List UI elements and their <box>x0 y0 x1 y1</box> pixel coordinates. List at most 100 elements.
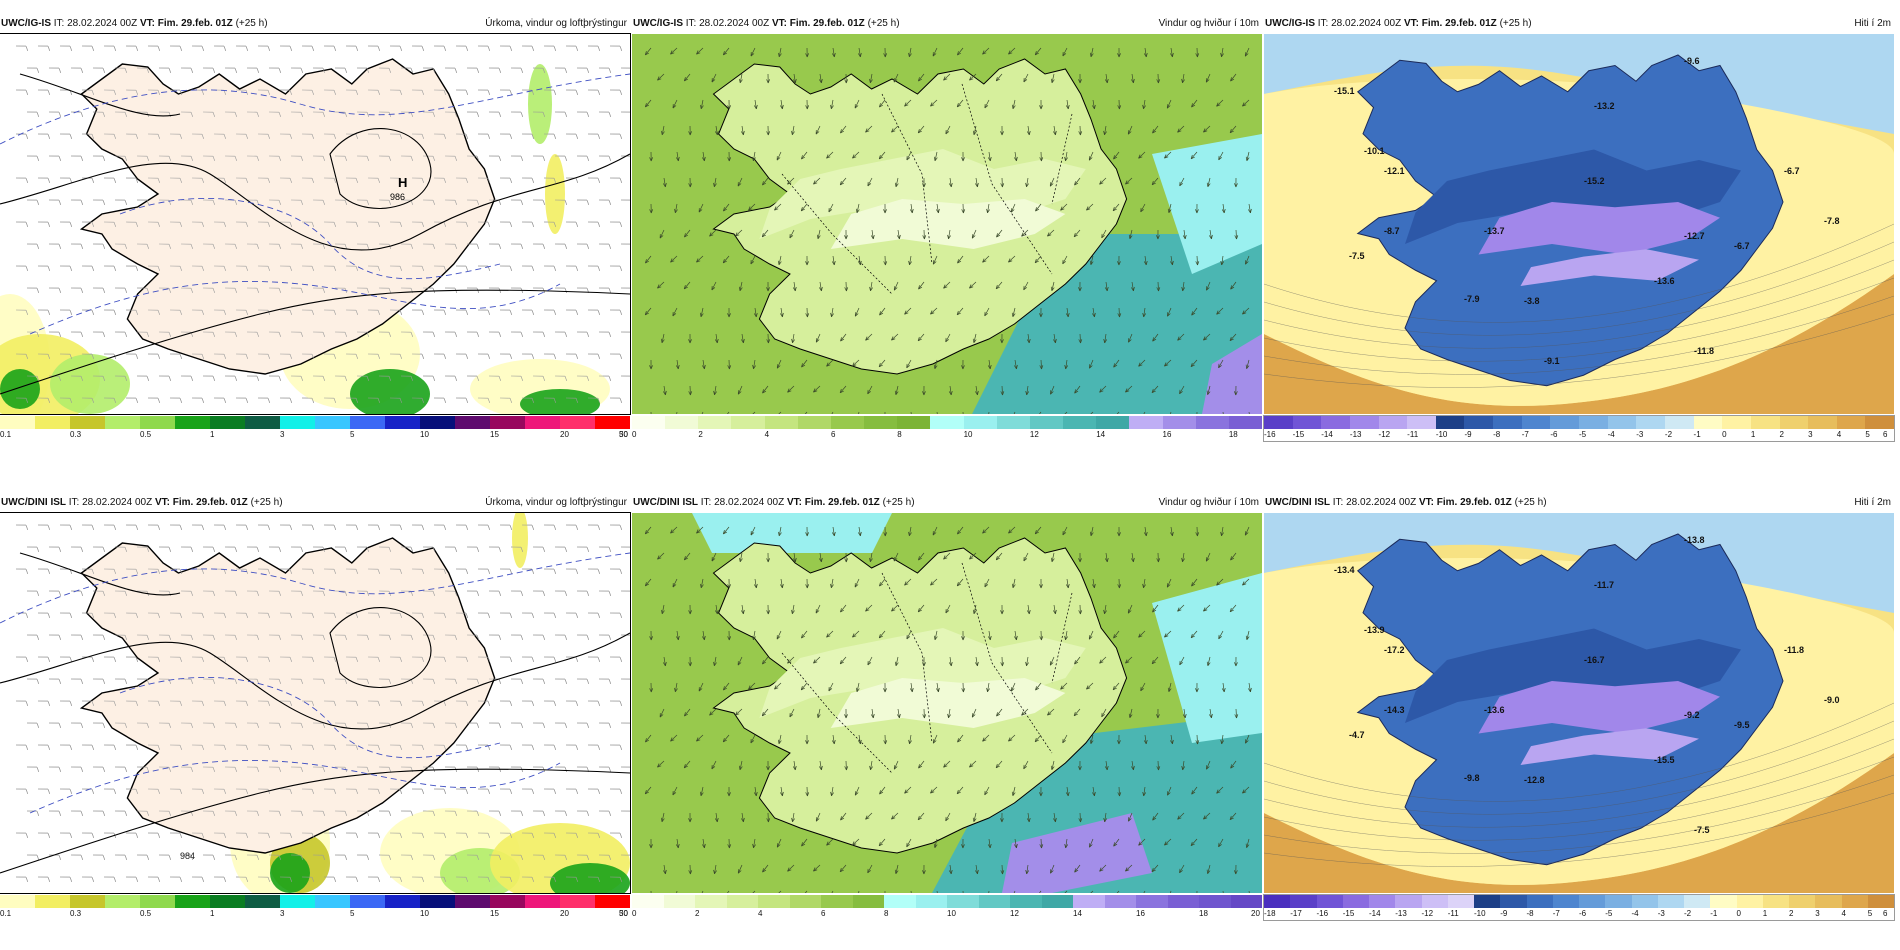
temperature-label: -7.5 <box>1694 825 1710 835</box>
colorbar-swatch <box>830 416 865 429</box>
calm-area <box>830 199 1066 249</box>
panel-title: UWC/IG-IS IT: 28.02.2024 00Z VT: Fim. 29… <box>0 16 630 32</box>
colorbar-label: 2 <box>695 909 700 918</box>
map-canvas: H 986 <box>0 34 630 414</box>
colorbar-label: 6 <box>1883 909 1888 918</box>
colorbar-label: -7 <box>1521 430 1529 439</box>
temperature-label: -15.5 <box>1654 755 1675 765</box>
colorbar-label: -6 <box>1579 909 1587 918</box>
colorbar-label: 18 <box>1199 909 1208 918</box>
colorbar-swatch <box>698 416 732 429</box>
colorbar-swatch <box>726 895 758 908</box>
panel-title: UWC/DINI ISL IT: 28.02.2024 00Z VT: Fim.… <box>1264 495 1894 511</box>
colorbar-swatch <box>595 416 630 429</box>
map: -13.4 -11.7 -13.8 -13.9 -17.2 -16.7 -11.8 -4.7 -… <box>1264 513 1894 893</box>
colorbar-swatch <box>175 416 210 429</box>
colorbar-swatch <box>1063 416 1097 429</box>
temperature-label: -12.1 <box>1384 166 1405 176</box>
colorbar-swatch <box>1292 416 1322 429</box>
colorbar-swatch <box>0 416 35 429</box>
temperature-label: -9.1 <box>1544 356 1560 366</box>
colorbar-swatch <box>1395 895 1422 908</box>
colorbar-label: 10 <box>420 430 429 439</box>
map-canvas: -15.1 -13.2 -9.6 -10.1 -12.1 -15.2 -6.7 -7.5 -8.… <box>1264 34 1894 414</box>
temperature-label: -9.0 <box>1824 695 1840 705</box>
colorbar-swatch <box>385 895 420 908</box>
colorbar-swatch <box>1435 416 1465 429</box>
panel-field-title: Úrkoma, vindur og loftþrýstingur <box>485 18 627 29</box>
colorbar-swatch <box>1493 416 1522 429</box>
colorbar-swatch <box>245 416 280 429</box>
temperature-label: -7.5 <box>1349 251 1365 261</box>
colorbar-label: 20 <box>560 430 569 439</box>
colorbar-swatch <box>1096 416 1130 429</box>
colorbar-swatch <box>1762 895 1789 908</box>
colorbar-swatch <box>1447 895 1474 908</box>
colorbar-label: 0.1 <box>0 909 12 918</box>
colorbar-label: 8 <box>897 430 902 439</box>
colorbar-swatch <box>1657 895 1684 908</box>
colorbar-swatch <box>1264 416 1293 429</box>
colorbar-label: 1 <box>1762 909 1768 918</box>
colorbar: 0.1 0.3 0.5 1 3 5 10 15 20 30 50 <box>0 416 630 441</box>
colorbar-label: 3 <box>1808 430 1813 439</box>
colorbar-swatch <box>1579 416 1608 429</box>
colorbar-swatch <box>864 416 898 429</box>
colorbar-label: -5 <box>1579 430 1587 439</box>
map <box>632 34 1262 414</box>
colorbar-swatch <box>420 895 455 908</box>
map: 984 <box>0 512 631 894</box>
colorbar-swatch <box>1736 895 1763 908</box>
map <box>632 513 1262 893</box>
colorbar-swatch <box>1521 416 1551 429</box>
temperature-label: -10.1 <box>1364 146 1385 156</box>
colorbar-swatch <box>1474 895 1501 908</box>
colorbar-swatch <box>455 416 490 429</box>
precip-area <box>50 354 130 414</box>
colorbar-label: -9 <box>1500 909 1508 918</box>
colorbar-swatch <box>1230 895 1262 908</box>
temperature-label: -7.8 <box>1824 216 1840 226</box>
colorbar-label: 15 <box>490 909 499 918</box>
colorbar: -16 -15 -14 -13 -12 -11 -10 -9 -8 -7 -6 -5 -4 -3 -2 -1 0… <box>1263 415 1895 442</box>
colorbar-swatch <box>663 895 695 908</box>
panel-field-title: Hiti í 2m <box>1854 497 1891 508</box>
colorbar-swatch <box>1779 416 1809 429</box>
colorbar-label: 10 <box>420 909 429 918</box>
colorbar-label: -5 <box>1605 909 1613 918</box>
colorbar-label: 4 <box>758 909 763 918</box>
colorbar-label: 1 <box>1750 430 1756 439</box>
colorbar-label: 6 <box>830 430 836 439</box>
colorbar-swatch <box>105 895 140 908</box>
colorbar-swatch <box>1342 895 1369 908</box>
temperature-label: -9.2 <box>1684 710 1700 720</box>
colorbar-label: -16 <box>1264 430 1276 439</box>
colorbar-swatch <box>978 895 1010 908</box>
temperature-label: -13.9 <box>1364 625 1385 635</box>
colorbar-swatch <box>1815 895 1842 908</box>
temperature-label: -8.7 <box>1384 226 1400 236</box>
colorbar-label: -10 <box>1474 909 1486 918</box>
colorbar-swatch <box>595 895 630 908</box>
map: -15.1 -13.2 -9.6 -10.1 -12.1 -15.2 -6.7 -7.5 -8.… <box>1264 34 1894 414</box>
wind-barbs <box>15 524 630 882</box>
temperature-label: -13.2 <box>1594 101 1615 111</box>
very-cold-area <box>1520 249 1699 286</box>
colorbar-label: 20 <box>1251 909 1260 918</box>
isobars <box>0 552 630 874</box>
colorbar-label: 14 <box>1096 430 1106 439</box>
colorbar-swatch <box>1073 895 1105 908</box>
colorbar-swatch <box>1162 416 1196 429</box>
panel-field-title: Úrkoma, vindur og loftþrýstingur <box>485 497 627 508</box>
isobars <box>0 73 630 395</box>
colorbar-swatch <box>1607 416 1637 429</box>
panel-title: UWC/IG-IS IT: 28.02.2024 00Z VT: Fim. 29… <box>632 16 1262 32</box>
colorbar: 0.1 0.3 0.5 1 3 5 10 15 20 30 50 <box>0 895 630 920</box>
very-cold-area <box>1478 681 1720 734</box>
colorbar-label: 18 <box>1228 430 1238 439</box>
colorbar-swatch <box>1290 895 1317 908</box>
map: H 986 <box>0 33 631 415</box>
precip-area <box>545 154 565 234</box>
colorbar-swatch <box>1136 895 1168 908</box>
colorbar-swatch <box>210 895 245 908</box>
